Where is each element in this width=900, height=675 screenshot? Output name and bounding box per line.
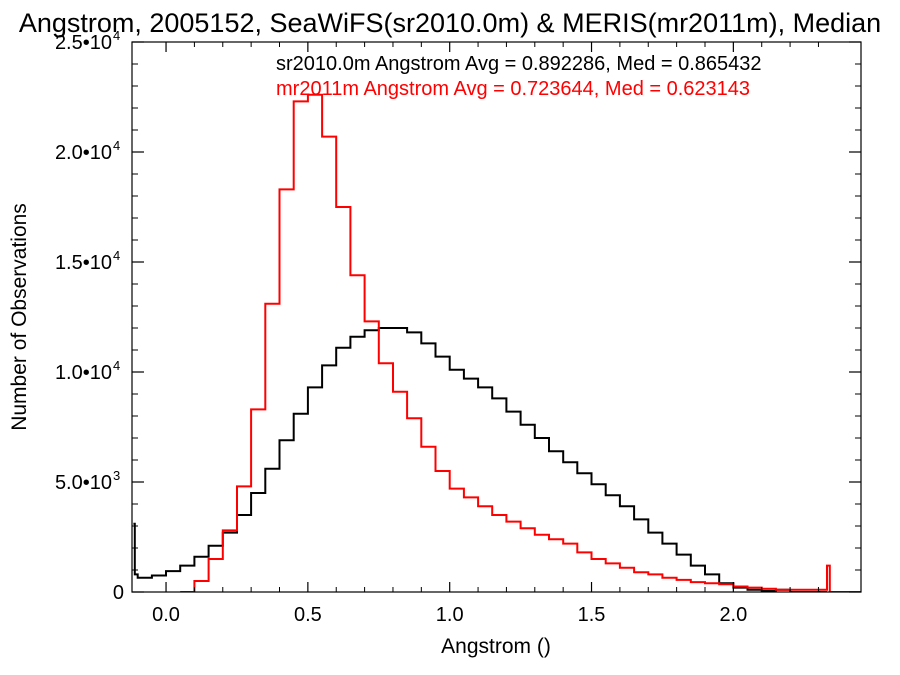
- y-tick-exponent: 4: [113, 358, 120, 373]
- legend-entry-sr2010: sr2010.0m Angstrom Avg = 0.892286, Med =…: [276, 53, 762, 75]
- y-tick-label: 2.5•10: [55, 32, 112, 54]
- x-tick-label: 1.5: [578, 604, 606, 626]
- chart-title: Angstrom, 2005152, SeaWiFS(sr2010.0m) & …: [19, 8, 881, 38]
- x-tick-label: 0.5: [294, 604, 322, 626]
- series-line-0: [133, 327, 827, 592]
- y-tick-label: 0: [113, 582, 124, 604]
- y-tick-exponent: 3: [113, 468, 120, 483]
- y-tick-exponent: 4: [113, 138, 120, 153]
- y-tick-exponent: 4: [113, 248, 120, 263]
- x-tick-label: 0.0: [152, 604, 180, 626]
- y-tick-label: 1.5•10: [55, 252, 112, 274]
- y-tick-label: 5.0•10: [55, 472, 112, 494]
- series-line-1: [180, 93, 861, 592]
- x-tick-label: 1.0: [436, 604, 464, 626]
- y-tick-exponent: 4: [113, 28, 120, 43]
- legend-entry-mr2011: mr2011m Angstrom Avg = 0.723644, Med = 0…: [276, 78, 750, 100]
- y-tick-label: 2.0•10: [55, 142, 112, 164]
- x-tick-label: 2.0: [719, 604, 747, 626]
- plot-frame: [131, 41, 862, 593]
- y-axis-label: Number of Observations: [8, 203, 31, 431]
- y-tick-label: 1.0•10: [55, 362, 112, 384]
- x-axis-label: Angstrom (): [441, 635, 551, 658]
